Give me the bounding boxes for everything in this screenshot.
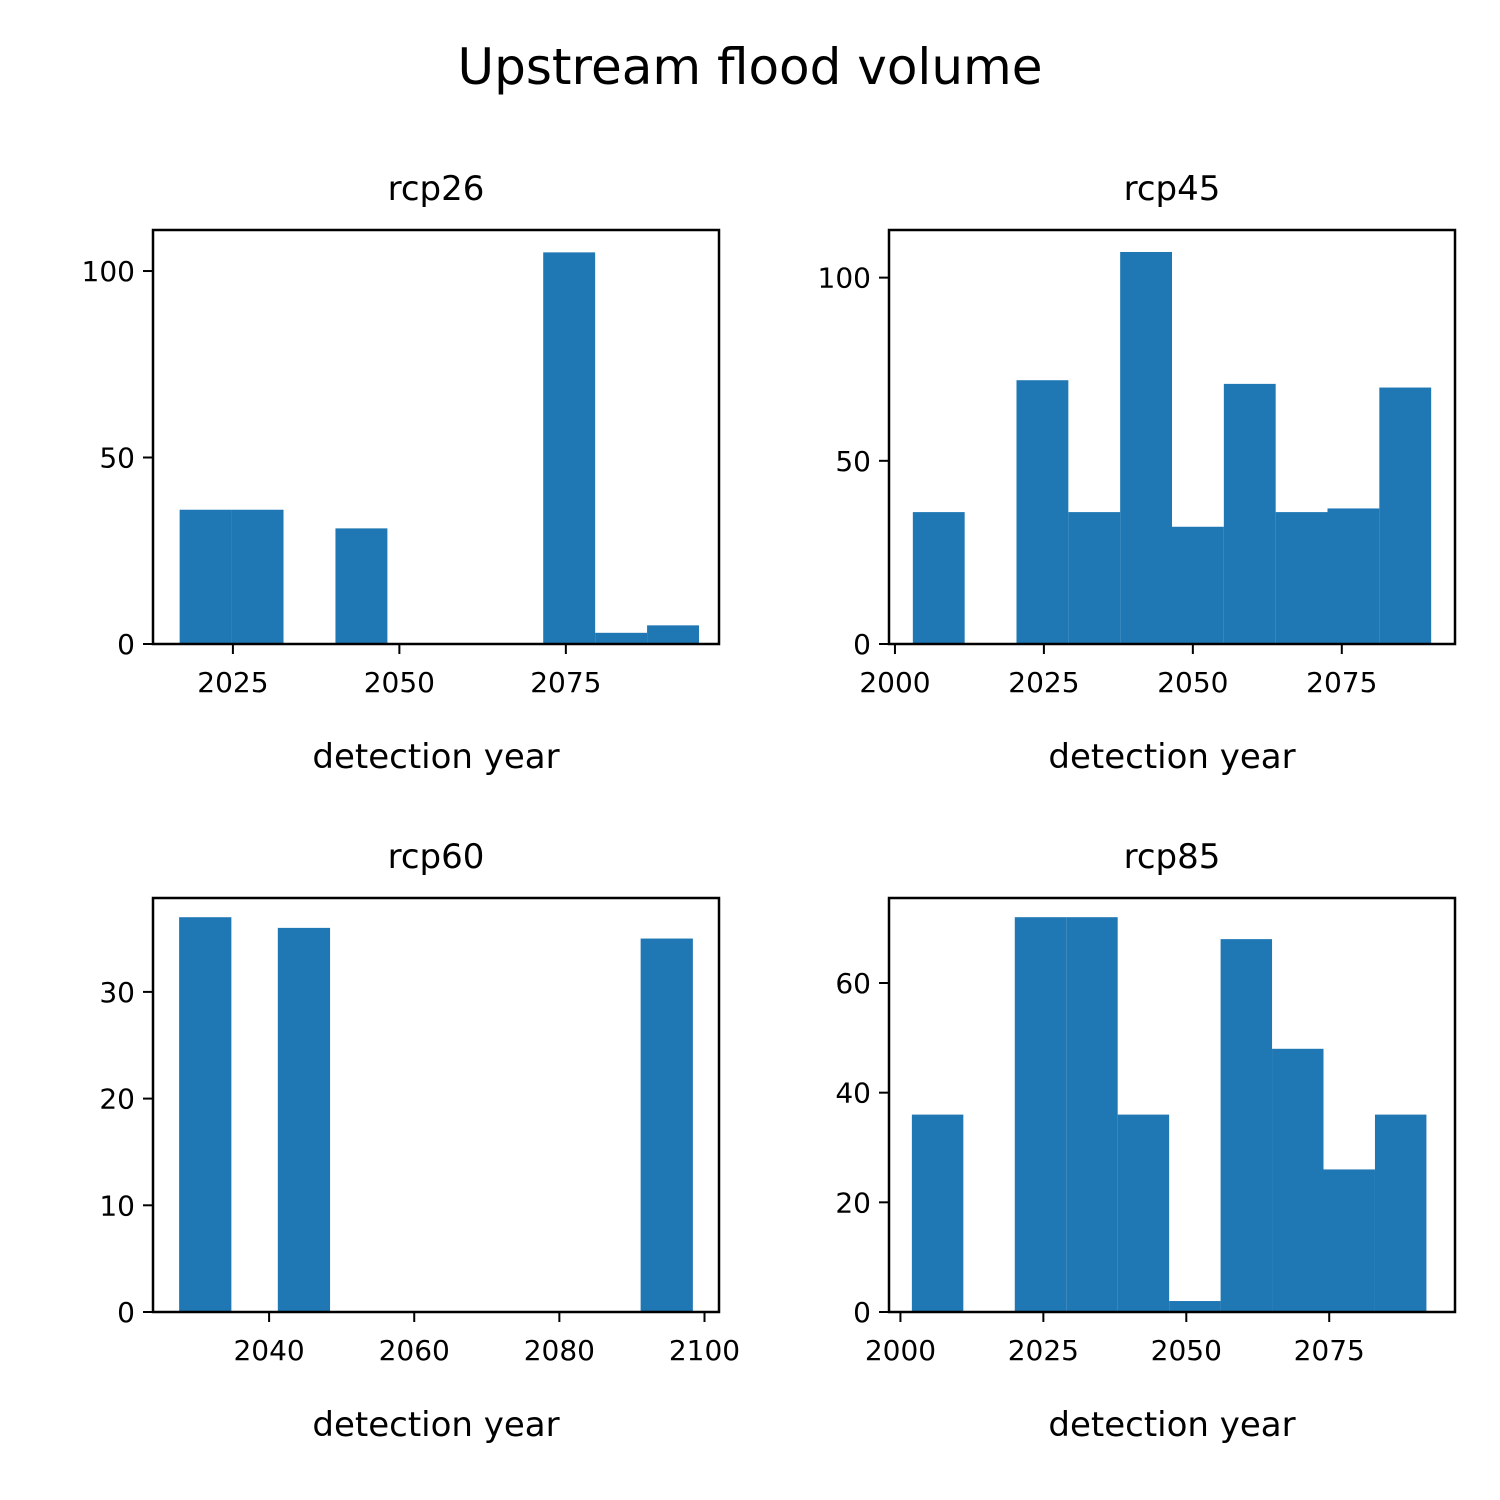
- histogram-bar: [1374, 1114, 1427, 1312]
- subplot-rcp26: 2025 2050 2075 0 50 100 rcp26 detection year: [82, 169, 721, 777]
- subplot-rcp45: 2000 2025 2050 2075 0 50 100 rcp45 detection yea…: [818, 169, 1457, 777]
- figure-title: Upstream flood volume: [458, 38, 1043, 96]
- histogram-bar: [1016, 380, 1069, 644]
- x-tick-label: 2000: [865, 1334, 936, 1367]
- subplot-title: rcp85: [1124, 837, 1221, 877]
- y-tick-label: 10: [99, 1189, 135, 1222]
- histogram-bar: [1120, 251, 1172, 644]
- histogram-bar: [231, 509, 284, 644]
- histogram-bar: [1068, 512, 1121, 644]
- x-axis-label: detection year: [312, 1405, 559, 1445]
- histogram-bar: [640, 938, 693, 1312]
- y-tick-label: 30: [99, 976, 135, 1009]
- y-tick-label: 40: [835, 1077, 871, 1110]
- histogram-bar: [1275, 512, 1328, 644]
- histogram-bar: [911, 1114, 964, 1312]
- histogram-bar: [595, 632, 648, 644]
- x-axis-label: detection year: [312, 737, 559, 777]
- y-tick-label: 60: [835, 967, 871, 1000]
- histogram-bar: [1272, 1048, 1324, 1312]
- histogram-bar: [179, 917, 232, 1312]
- axes-frame: [887, 228, 1457, 646]
- x-tick-label: 2025: [1008, 666, 1079, 699]
- histogram-bar: [912, 512, 965, 644]
- histogram-bar: [1169, 1301, 1221, 1312]
- x-tick-label: 2050: [364, 666, 435, 699]
- histogram-bar: [277, 927, 331, 1312]
- y-tick-label: 50: [99, 442, 135, 475]
- histogram-bar: [1066, 917, 1118, 1312]
- x-tick-label: 2000: [859, 666, 930, 699]
- histogram-bar: [1379, 387, 1432, 644]
- y-tick-label: 0: [117, 628, 135, 661]
- x-tick-label: 2100: [669, 1334, 740, 1367]
- histogram-bar: [1172, 526, 1224, 644]
- y-tick-label: 100: [818, 262, 871, 295]
- histogram-bar: [1117, 1114, 1170, 1312]
- histogram-bar: [1323, 1169, 1375, 1312]
- y-tick-label: 50: [835, 445, 871, 478]
- x-tick-label: 2050: [1157, 666, 1228, 699]
- x-tick-label: 2080: [524, 1334, 595, 1367]
- axes-frame: [887, 896, 1457, 1314]
- subplot-title: rcp60: [388, 837, 485, 877]
- histogram-bar: [1223, 383, 1276, 644]
- x-axis-label: detection year: [1048, 737, 1295, 777]
- y-tick-label: 0: [853, 628, 871, 661]
- subplot-title: rcp45: [1124, 169, 1221, 209]
- x-tick-label: 2075: [530, 666, 601, 699]
- x-axis-label: detection year: [1048, 1405, 1295, 1445]
- axes-frame: [151, 228, 721, 646]
- histogram-bar: [647, 625, 700, 644]
- subplot-title: rcp26: [388, 169, 485, 209]
- y-tick-label: 20: [99, 1083, 135, 1116]
- x-tick-label: 2060: [379, 1334, 450, 1367]
- histogram-bar: [1327, 508, 1380, 644]
- x-tick-label: 2075: [1294, 1334, 1365, 1367]
- subplot-rcp60: 2040 2060 2080 2100 0 10 20 30 rcp60 detection ye…: [99, 837, 740, 1445]
- x-tick-label: 2025: [1008, 1334, 1079, 1367]
- y-tick-label: 100: [82, 255, 135, 288]
- subplot-rcp85: 2000 2025 2050 2075 0 20 40 60 rcp85 detection ye…: [835, 837, 1457, 1445]
- histogram-bar: [179, 509, 232, 644]
- x-tick-label: 2025: [197, 666, 268, 699]
- x-tick-label: 2040: [233, 1334, 304, 1367]
- histogram-bar: [335, 528, 388, 644]
- y-tick-label: 0: [117, 1296, 135, 1329]
- axes-frame: [151, 896, 721, 1314]
- histogram-bar: [543, 252, 596, 645]
- x-tick-label: 2075: [1306, 666, 1377, 699]
- histogram-bar: [1014, 917, 1067, 1312]
- y-tick-label: 20: [835, 1186, 871, 1219]
- y-tick-label: 0: [853, 1296, 871, 1329]
- x-tick-label: 2050: [1151, 1334, 1222, 1367]
- histogram-bar: [1220, 939, 1273, 1312]
